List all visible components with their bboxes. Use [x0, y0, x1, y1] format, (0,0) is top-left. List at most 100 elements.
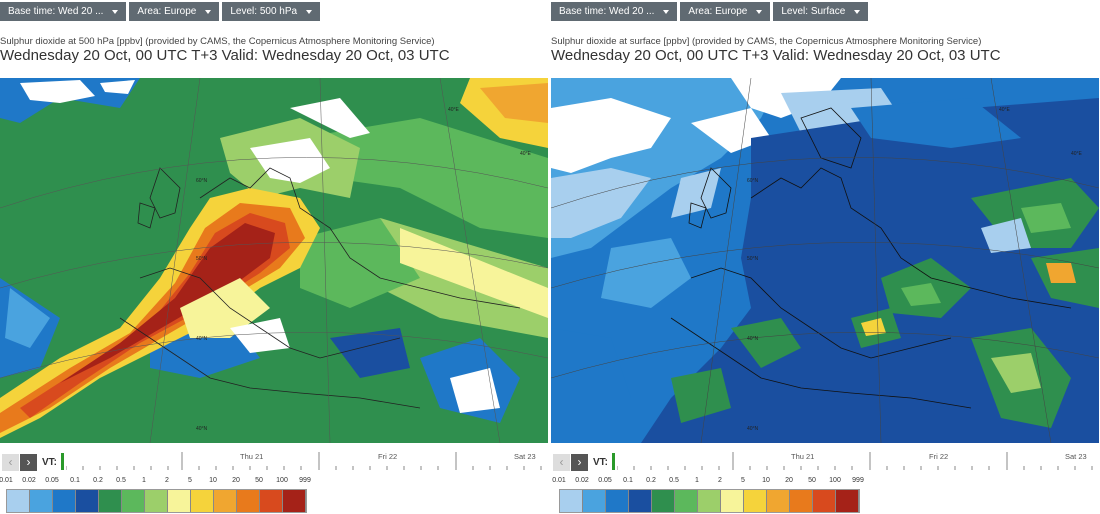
- legend-value: 10: [209, 477, 217, 484]
- legend-swatch: [53, 490, 76, 512]
- legend-swatch: [606, 490, 629, 512]
- graticule-label: 50°N: [747, 256, 759, 262]
- base-time-label: Base time: Wed 20 ...: [8, 6, 104, 17]
- legend-swatch: [122, 490, 145, 512]
- next-button[interactable]: ›: [20, 454, 37, 471]
- legend-value: 1: [695, 477, 699, 484]
- graticule-label: 60°N: [196, 178, 208, 184]
- legend-value: 0.01: [552, 477, 566, 484]
- vt-label: VT:: [593, 457, 608, 468]
- legend-swatch: [214, 490, 237, 512]
- legend-value: 1: [142, 477, 146, 484]
- legend-swatch: [698, 490, 721, 512]
- map-500hpa[interactable]: 40°E 40°N 40°N 50°N 60°N 40°E: [0, 78, 548, 443]
- legend-value: 50: [808, 477, 816, 484]
- day-label: Fri 22: [929, 452, 949, 461]
- day-label: Thu 21: [240, 452, 264, 461]
- time-slider[interactable]: ‹ › VT: Thu 21 Fri 22 Sat 23: [551, 452, 1099, 474]
- legend-value: 0.2: [646, 477, 656, 484]
- next-button[interactable]: ›: [571, 454, 588, 471]
- color-legend: [6, 489, 307, 513]
- legend-swatch: [7, 490, 30, 512]
- legend-swatch: [790, 490, 813, 512]
- chevron-down-icon: [112, 9, 119, 14]
- graticule-label: 50°N: [196, 256, 208, 262]
- legend-value: 0.5: [669, 477, 679, 484]
- legend-swatch: [813, 490, 836, 512]
- legend-swatch: [283, 490, 306, 512]
- area-label: Area: Europe: [688, 6, 748, 17]
- legend-swatch: [76, 490, 99, 512]
- legend-value: 50: [255, 477, 263, 484]
- legend-swatch: [168, 490, 191, 512]
- graticule-label: 40°N: [196, 336, 208, 342]
- legend-value: 2: [718, 477, 722, 484]
- graticule-label: 40°N: [196, 426, 208, 432]
- legend-swatch: [260, 490, 283, 512]
- legend-swatch: [721, 490, 744, 512]
- base-time-dropdown[interactable]: Base time: Wed 20 ...: [0, 2, 127, 21]
- graticule-label: 60°N: [747, 178, 759, 184]
- color-legend: [559, 489, 860, 513]
- graticule-label: 40°E: [448, 107, 460, 113]
- legend-swatch: [145, 490, 168, 512]
- legend-value: 0.05: [598, 477, 612, 484]
- legend-value: 0.1: [623, 477, 633, 484]
- legend-value: 0.05: [45, 477, 59, 484]
- vt-marker[interactable]: [61, 453, 64, 470]
- legend-value: 5: [741, 477, 745, 484]
- legend-swatch: [744, 490, 767, 512]
- legend-value: 0.1: [70, 477, 80, 484]
- legend-labels: 0.01 0.02 0.05 0.1 0.2 0.5 1 2 5 10 20 50 100 999: [0, 477, 548, 487]
- legend-swatch: [652, 490, 675, 512]
- legend-swatch: [237, 490, 260, 512]
- chevron-down-icon: [663, 9, 670, 14]
- map-subtitle: Sulphur dioxide at 500 hPa [ppbv] (provi…: [0, 36, 435, 47]
- graticule-label: 40°E: [999, 107, 1011, 113]
- level-dropdown[interactable]: Level: 500 hPa: [222, 2, 321, 21]
- graticule-label: 40°E: [520, 151, 532, 157]
- right-panel: Base time: Wed 20 ... Area: Europe Level…: [551, 0, 1099, 514]
- graticule-label: 40°N: [747, 426, 759, 432]
- legend-swatch: [560, 490, 583, 512]
- left-panel: Base time: Wed 20 ... Area: Europe Level…: [0, 0, 548, 514]
- level-label: Level: 500 hPa: [230, 6, 298, 17]
- legend-value: 0.02: [22, 477, 36, 484]
- map-title: Wednesday 20 Oct, 00 UTC T+3 Valid: Wedn…: [551, 47, 1001, 64]
- right-toolbar: Base time: Wed 20 ... Area: Europe Level…: [551, 2, 869, 21]
- map-surface[interactable]: 40°E 40°N 40°N 50°N 60°N 40°E: [551, 78, 1099, 443]
- prev-button[interactable]: ‹: [2, 454, 19, 471]
- legend-value: 10: [762, 477, 770, 484]
- area-label: Area: Europe: [137, 6, 197, 17]
- level-dropdown[interactable]: Level: Surface: [773, 2, 869, 21]
- legend-value: 0.01: [0, 477, 13, 484]
- level-label: Level: Surface: [781, 6, 846, 17]
- area-dropdown[interactable]: Area: Europe: [680, 2, 771, 21]
- prev-button[interactable]: ‹: [553, 454, 570, 471]
- legend-value: 20: [232, 477, 240, 484]
- graticule-label: 40°E: [1071, 151, 1083, 157]
- chevron-down-icon: [854, 9, 861, 14]
- legend-swatch: [99, 490, 122, 512]
- day-label: Thu 21: [791, 452, 815, 461]
- time-slider[interactable]: ‹ › VT: Thu 21 Fri 22 Sat 23: [0, 452, 548, 474]
- chevron-down-icon: [756, 9, 763, 14]
- legend-swatch: [629, 490, 652, 512]
- chevron-down-icon: [205, 9, 212, 14]
- base-time-label: Base time: Wed 20 ...: [559, 6, 655, 17]
- legend-swatch: [767, 490, 790, 512]
- legend-swatch: [836, 490, 859, 512]
- legend-swatch: [583, 490, 606, 512]
- legend-value: 0.2: [93, 477, 103, 484]
- base-time-dropdown[interactable]: Base time: Wed 20 ...: [551, 2, 678, 21]
- legend-value: 999: [299, 477, 311, 484]
- legend-value: 100: [829, 477, 841, 484]
- legend-swatch: [30, 490, 53, 512]
- vt-marker[interactable]: [612, 453, 615, 470]
- legend-value: 20: [785, 477, 793, 484]
- day-label: Sat 23: [514, 452, 536, 461]
- legend-value: 0.5: [116, 477, 126, 484]
- map-title: Wednesday 20 Oct, 00 UTC T+3 Valid: Wedn…: [0, 47, 450, 64]
- day-label: Fri 22: [378, 452, 398, 461]
- area-dropdown[interactable]: Area: Europe: [129, 2, 220, 21]
